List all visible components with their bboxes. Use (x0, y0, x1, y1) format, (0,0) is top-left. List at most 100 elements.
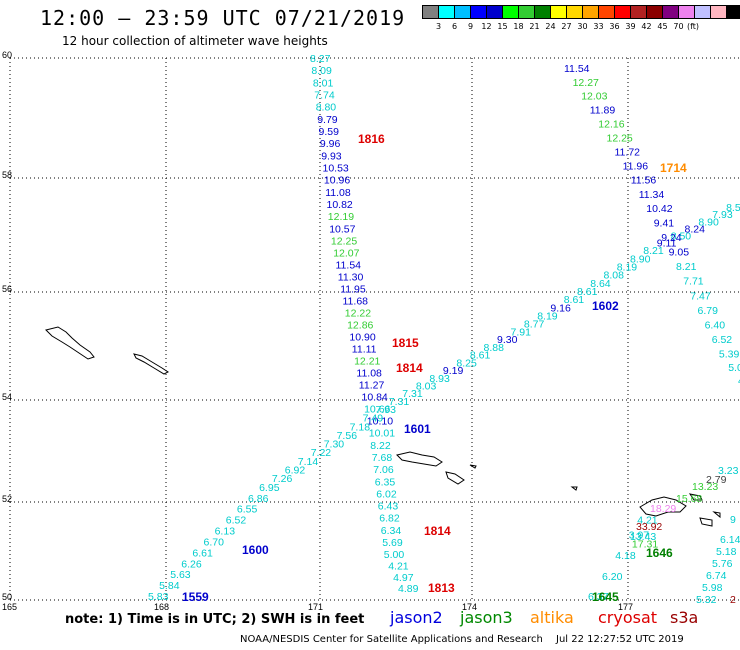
track-1816-label: 8.09 (311, 65, 332, 77)
coastlines (45, 326, 721, 527)
track-1601-label: 7.30 (324, 439, 345, 451)
legend-label: 15 (497, 22, 508, 31)
track-1601-label: 8.25 (456, 357, 477, 369)
track-1646-label: 13.43 (630, 531, 656, 543)
track-east-label: 9 (730, 514, 736, 526)
track-1816-label: 8.01 (313, 77, 334, 89)
map-grid (9, 57, 740, 601)
legend-label: 45 (657, 22, 668, 31)
track-1714-label: 11.89 (590, 105, 616, 117)
track-1601-label: 6.86 (248, 493, 269, 505)
track-1714-label: 5.0 (728, 362, 740, 374)
track-east-label: 18.29 (650, 503, 676, 515)
footer-note: note: 1) Time is in UTC; 2) SWH is in fe… (65, 612, 365, 627)
track-1601-label: 5.84 (159, 580, 180, 592)
track-1601-label: 9.16 (550, 302, 571, 314)
track-1816-label: 11.95 (340, 284, 366, 296)
legend-label: 21 (529, 22, 540, 31)
satellite-legend-altika: altika (530, 608, 574, 627)
track-1601-label: 6.95 (259, 482, 280, 494)
track-1816-label: 6.82 (379, 513, 400, 525)
track-1714-label: 11.34 (639, 189, 665, 201)
track-1714-label: 12.03 (581, 91, 607, 103)
pass-time-label: 1602 (592, 299, 619, 313)
track-1816-label: 10.90 (349, 332, 375, 344)
track-1601-label: 5.63 (170, 569, 191, 581)
track-1601-label: 8.90 (698, 216, 719, 228)
legend-label: 70 (673, 22, 684, 31)
track-1816-label: 12.25 (331, 236, 357, 248)
track-1816-label: 11.27 (359, 380, 385, 392)
track-1601-label: 8.50 (671, 230, 692, 242)
track-1601-label: 6.55 (237, 504, 258, 516)
track-1714-label: 12.25 (607, 132, 633, 144)
track-1816-label: 11.54 (336, 260, 362, 272)
track-1714-label: 11.54 (564, 63, 590, 75)
track-1601-label: 8.61 (577, 286, 598, 298)
legend-label: 30 (577, 22, 588, 31)
credit-line: NOAA/NESDIS Center for Satellite Applica… (240, 634, 543, 645)
track-1816-label: 5.69 (382, 537, 403, 549)
legend-label: 36 (609, 22, 620, 31)
track-1816-label: 6.35 (375, 476, 396, 488)
satellite-legend-jason3: jason3 (460, 608, 513, 627)
track-1714-label: 9.41 (654, 218, 675, 230)
legend-label: 9 (467, 22, 474, 31)
track-1601-label: 7.93 (376, 404, 397, 416)
map-subtitle: 12 hour collection of altimeter wave hei… (62, 34, 328, 48)
altimeter-tracks: 8.278.098.017.748.809.799.599.969.9310.5… (148, 53, 740, 606)
track-1816-label: 4.97 (393, 572, 414, 584)
small-island-3 (570, 486, 578, 491)
track-east-label: 5.98 (702, 582, 723, 594)
pass-time-label: 1816 (358, 132, 385, 146)
agattu-island (133, 353, 169, 375)
small-island-4 (688, 493, 703, 501)
track-1816-label: 9.79 (317, 114, 338, 126)
track-1816-label: 10.82 (327, 199, 353, 211)
track-1601-label: 6.52 (226, 515, 247, 527)
lon-tick-label: 177 (618, 602, 633, 612)
pass-time-label: 1601 (404, 422, 431, 436)
pass-time-label: 1646 (646, 546, 673, 560)
legend-swatch (726, 5, 740, 19)
longitude-ticks: 165 168 171 174 177 (2, 602, 633, 612)
track-1816-label: 10.96 (324, 175, 350, 187)
track-1816-label: 10.57 (329, 223, 355, 235)
lat-tick-label: 56 (2, 284, 12, 294)
legend-label: 18 (513, 22, 524, 31)
track-1816-label: 10.01 (369, 428, 395, 440)
track-1816-label: 12.19 (328, 211, 354, 223)
latitude-ticks: 60 58 56 54 52 50 (2, 50, 12, 602)
track-1601-label: 8.88 (484, 342, 505, 354)
track-1816-label: 8.22 (370, 440, 391, 452)
pass-time-label: 1814 (424, 524, 451, 538)
track-1601-label: 9.30 (497, 334, 518, 346)
track-1601-label: 9.11 (657, 238, 677, 250)
track-1714-label: 12.16 (598, 118, 624, 130)
track-1601-label: 7.14 (298, 456, 319, 468)
legend-label: 27 (561, 22, 572, 31)
small-island-1 (445, 471, 465, 485)
track-1601-label: 7.18 (350, 421, 371, 433)
track-1601-label: 6.26 (181, 558, 202, 570)
track-1816-label: 7.74 (314, 90, 335, 102)
pass-time-label: 1714 (660, 161, 687, 175)
track-1601-label: 8.64 (590, 278, 611, 290)
track-1816-label: 8.27 (310, 53, 331, 65)
lat-tick-label: 60 (2, 50, 12, 60)
lon-tick-label: 168 (154, 602, 169, 612)
track-1601-label: 7.31 (402, 388, 423, 400)
track-1816-label: 10.66 (364, 404, 390, 416)
lat-tick-label: 54 (2, 392, 12, 402)
track-1601-label: 8.93 (429, 373, 450, 385)
legend-label: 12 (481, 22, 492, 31)
track-1714-label: 12.27 (573, 77, 599, 89)
track-1714-label: 11.96 (623, 161, 649, 173)
track-1601-label: 8.90 (630, 253, 651, 265)
track-1816-label: 10.10 (367, 416, 393, 428)
track-1601-label: 8.24 (685, 223, 706, 235)
track-1646-label: 4.21 (637, 515, 658, 527)
track-1601-label: 9.19 (443, 365, 464, 377)
legend-unit: (ft) (686, 22, 700, 31)
